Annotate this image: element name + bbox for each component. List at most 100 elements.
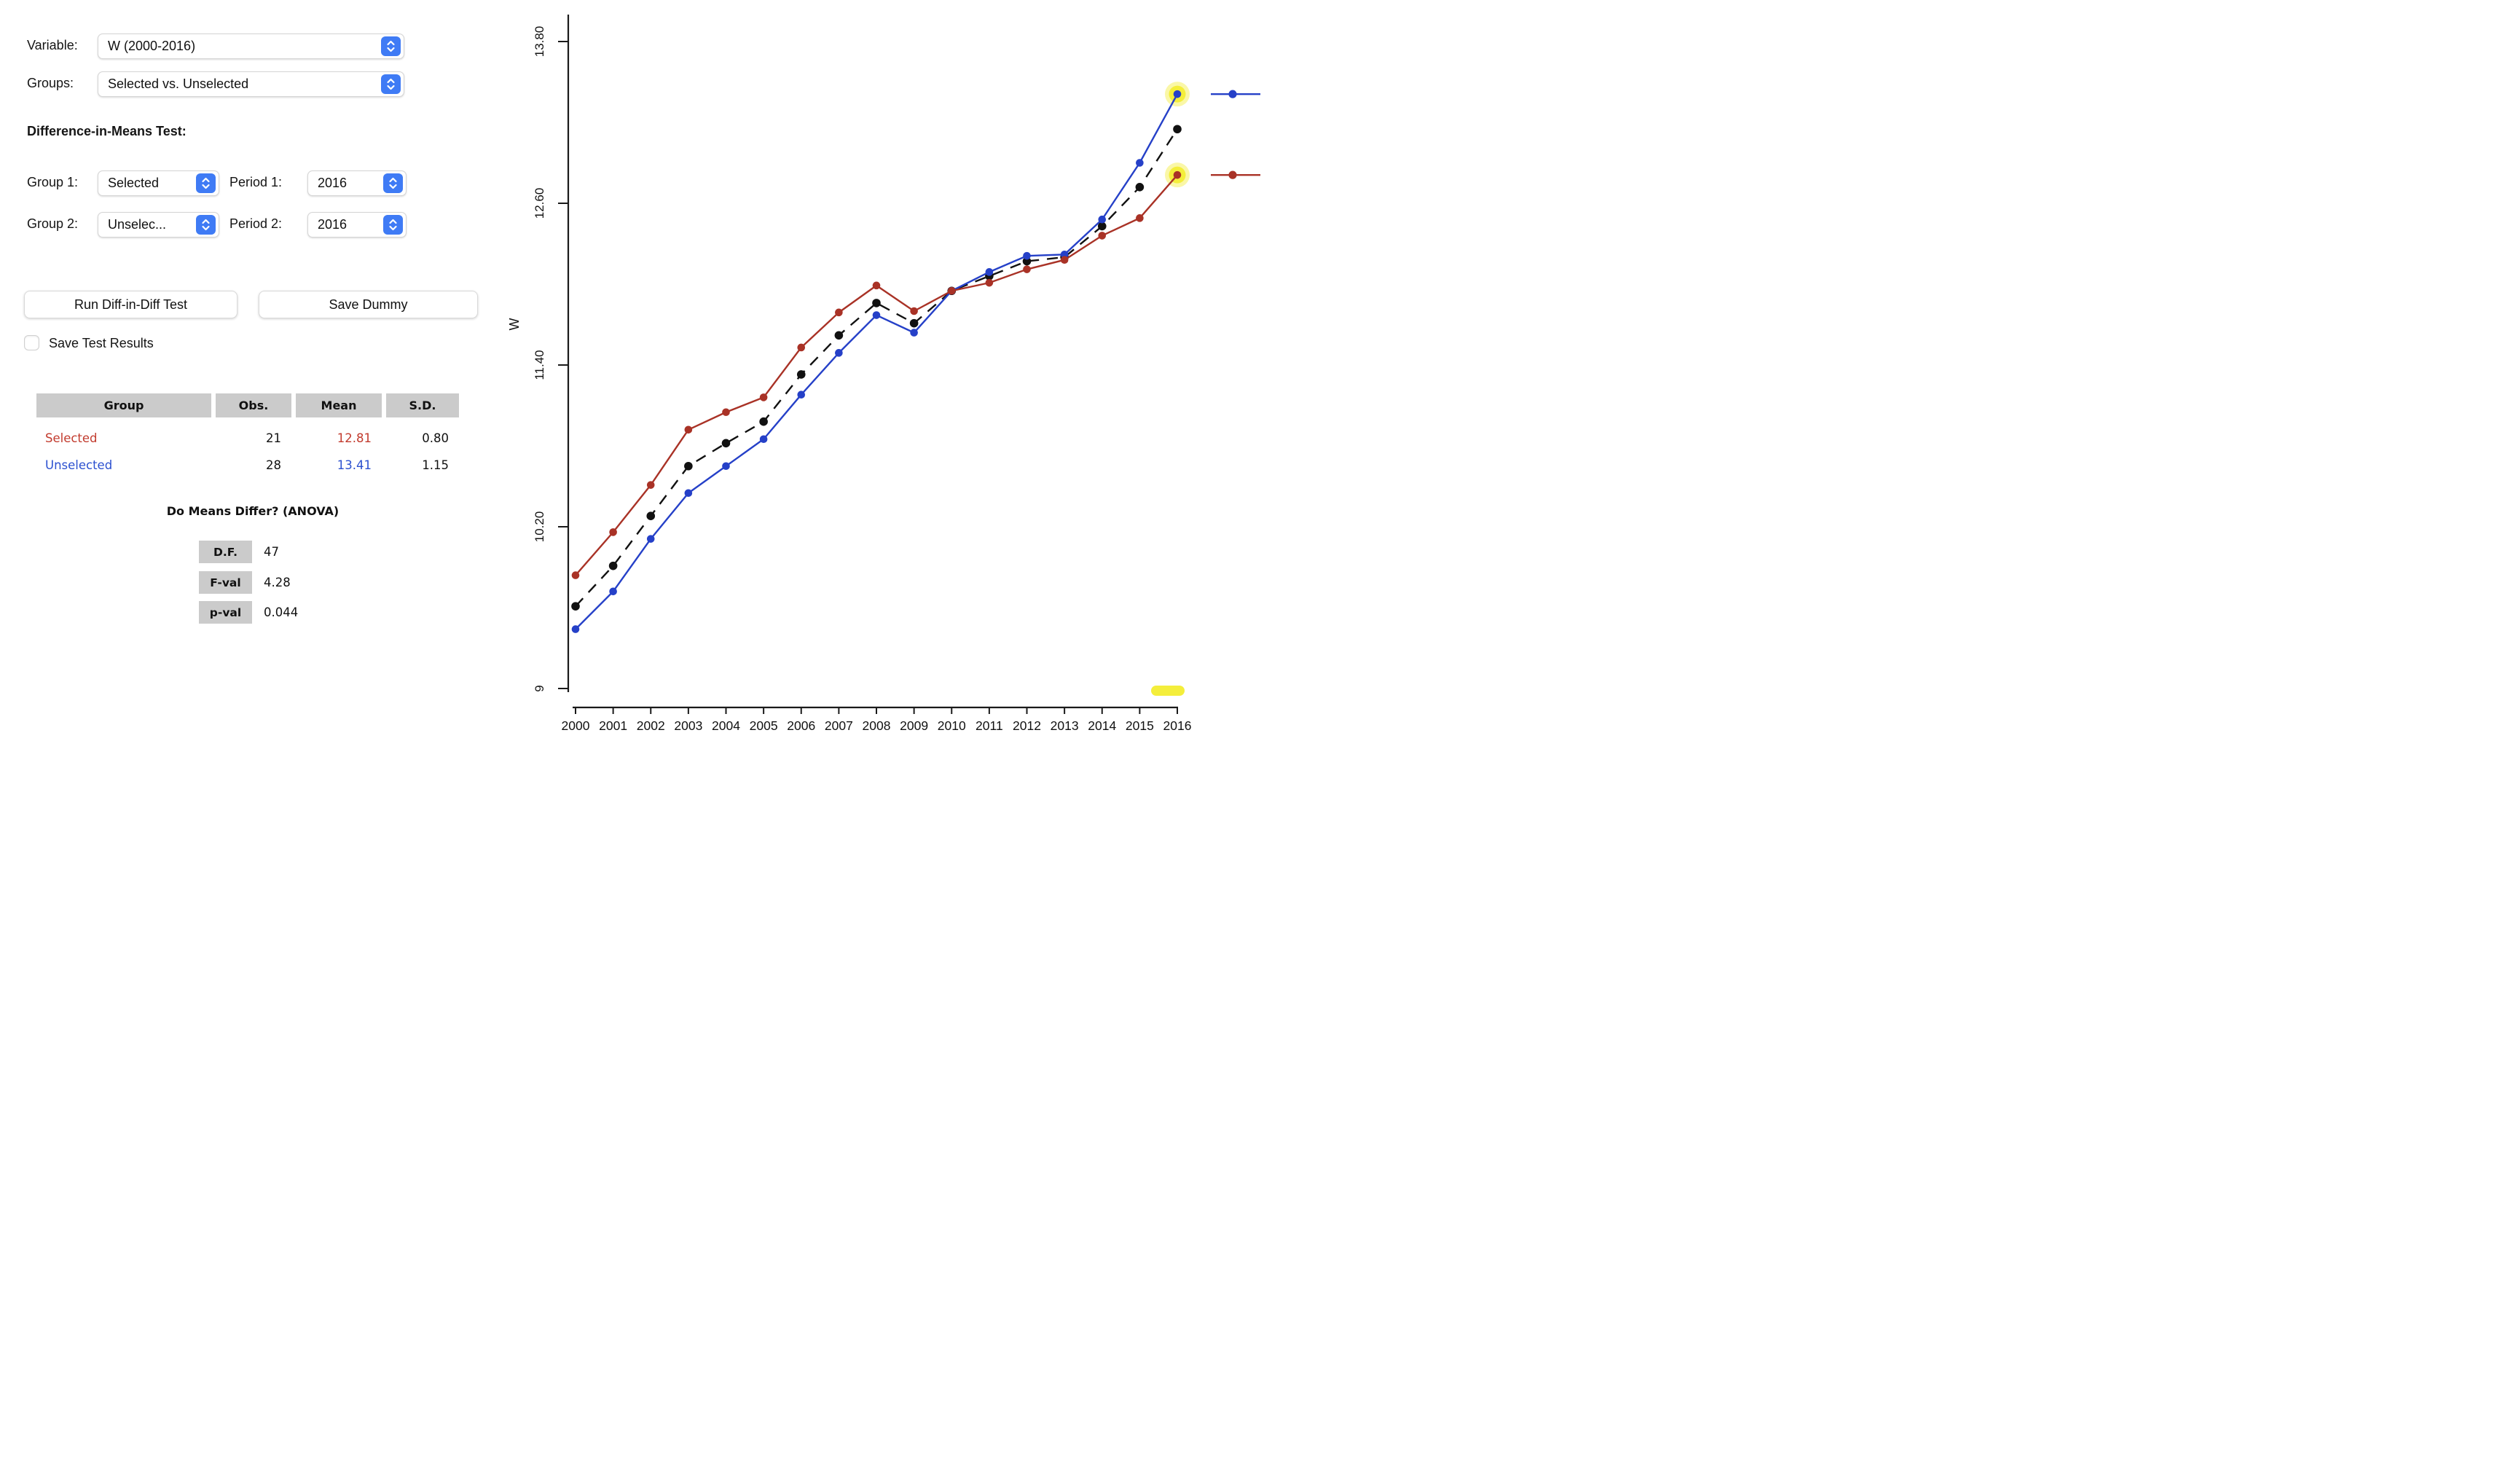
point-Selected-2013[interactable]: [1060, 256, 1069, 264]
point-All (mean)-2009[interactable]: [909, 318, 919, 328]
point-All (mean)-2012[interactable]: [1022, 256, 1032, 266]
col-header-group: Group: [36, 393, 211, 417]
point-Selected-2006[interactable]: [797, 343, 806, 352]
y-tick-label: 13.80: [533, 26, 546, 58]
point-All (mean)-2002[interactable]: [646, 511, 656, 520]
y-tick-label: 9: [533, 685, 546, 691]
point-Selected-2001[interactable]: [609, 528, 617, 536]
point-Selected-2004[interactable]: [722, 408, 730, 417]
x-axis-highlight-bar: [1151, 686, 1185, 696]
chevron-up-down-icon: [381, 74, 401, 94]
point-Selected-2007[interactable]: [835, 308, 843, 317]
period2-select-value: 2016: [318, 217, 348, 232]
chevron-up-down-icon: [383, 215, 403, 235]
groups-select[interactable]: Selected vs. Unselected: [98, 71, 404, 97]
point-Unselected-2001[interactable]: [609, 587, 617, 596]
y-tick-label: 12.60: [533, 188, 546, 219]
point-Selected-2008[interactable]: [872, 281, 881, 290]
point-Unselected-2008[interactable]: [872, 311, 881, 319]
point-Selected-2003[interactable]: [684, 425, 693, 434]
point-Selected-2012[interactable]: [1023, 265, 1031, 273]
point-Selected-2010[interactable]: [947, 286, 956, 295]
point-Selected-2016[interactable]: [1173, 170, 1182, 179]
y-axis-title: W: [507, 318, 522, 331]
point-All (mean)-2007[interactable]: [834, 331, 844, 340]
group2-label: Group 2:: [27, 216, 79, 231]
period1-select-value: 2016: [318, 176, 348, 190]
point-Selected-2002[interactable]: [646, 481, 655, 489]
point-All (mean)-2004[interactable]: [721, 439, 731, 448]
point-All (mean)-2003[interactable]: [684, 461, 693, 471]
row-selected-sd: 0.80: [422, 431, 449, 445]
x-tick-label: 2010: [938, 718, 966, 733]
save-dummy-button[interactable]: Save Dummy: [259, 291, 478, 318]
point-Unselected-2016[interactable]: [1173, 90, 1182, 98]
point-All (mean)-2015[interactable]: [1135, 182, 1145, 192]
series-line: [575, 93, 1179, 630]
anova-fval-value: 4.28: [264, 576, 291, 589]
group1-select[interactable]: Selected: [98, 170, 219, 196]
series-line: [575, 174, 1178, 576]
x-tick-label: 2006: [787, 718, 815, 733]
point-Unselected-2006[interactable]: [797, 391, 806, 399]
app-window: Variable: W (2000-2016) Groups: Selected…: [0, 0, 1260, 740]
save-test-results-label: Save Test Results: [49, 336, 154, 350]
point-Unselected-2007[interactable]: [835, 349, 843, 357]
period2-select[interactable]: 2016: [307, 212, 407, 238]
group2-select[interactable]: Unselec...: [98, 212, 219, 238]
x-tick-label: 2001: [599, 718, 627, 733]
row-selected-mean: 12.81: [337, 431, 372, 445]
point-All (mean)-2000[interactable]: [571, 602, 580, 611]
point-All (mean)-2016[interactable]: [1173, 125, 1182, 134]
point-Unselected-2014[interactable]: [1098, 215, 1107, 224]
point-Selected-2011[interactable]: [985, 278, 994, 287]
row-selected-obs: 21: [266, 431, 281, 445]
point-Selected-2000[interactable]: [571, 571, 580, 579]
point-Unselected-2005[interactable]: [759, 435, 768, 444]
point-Unselected-2015[interactable]: [1136, 159, 1144, 167]
group1-select-value: Selected: [108, 176, 160, 190]
point-Unselected-2004[interactable]: [722, 462, 730, 471]
point-All (mean)-2005[interactable]: [759, 417, 768, 426]
point-Selected-2009[interactable]: [910, 307, 918, 315]
point-All (mean)-2008[interactable]: [872, 299, 881, 307]
col-header-sd: S.D.: [386, 393, 459, 417]
variable-label: Variable:: [27, 38, 78, 52]
point-Unselected-2003[interactable]: [684, 489, 693, 498]
point-All (mean)-2006[interactable]: [796, 370, 806, 379]
point-Unselected-2011[interactable]: [985, 268, 994, 276]
series-all-mean-: [571, 125, 1182, 611]
x-tick-label: 2000: [562, 718, 590, 733]
row-unselected-sd: 1.15: [422, 458, 449, 472]
point-Unselected-2002[interactable]: [646, 535, 655, 543]
y-tick-label: 10.20: [533, 511, 546, 543]
point-Selected-2014[interactable]: [1098, 232, 1107, 240]
point-Selected-2015[interactable]: [1136, 214, 1144, 222]
x-tick-label: 2016: [1163, 718, 1192, 733]
period1-label: Period 1:: [229, 175, 283, 189]
section-title: Difference-in-Means Test:: [27, 124, 187, 138]
chevron-up-down-icon: [383, 173, 403, 193]
series-selected: [571, 170, 1182, 579]
run-diff-in-diff-button[interactable]: Run Diff-in-Diff Test: [24, 291, 238, 318]
point-All (mean)-2001[interactable]: [608, 561, 618, 570]
variable-select[interactable]: W (2000-2016): [98, 34, 404, 59]
point-All (mean)-2014[interactable]: [1097, 221, 1107, 231]
row-unselected-mean: 13.41: [337, 458, 372, 472]
point-Unselected-2009[interactable]: [910, 329, 918, 337]
timeseries-chart[interactable]: 9 10.20 11.40 12.60 13.80 W 2000 2001 2002 2003 20…: [0, 0, 1260, 740]
groups-label: Groups:: [27, 76, 74, 90]
legend-unselected: [1211, 90, 1260, 98]
anova-df-value: 47: [264, 545, 279, 559]
period1-select[interactable]: 2016: [307, 170, 407, 196]
x-tick-label: 2008: [863, 718, 891, 733]
x-tick-label: 2004: [712, 718, 740, 733]
anova-pval-value: 0.044: [264, 605, 299, 619]
point-Unselected-2000[interactable]: [571, 625, 580, 633]
save-test-results-checkbox[interactable]: [24, 335, 39, 350]
point-Unselected-2012[interactable]: [1023, 251, 1031, 260]
point-Selected-2005[interactable]: [759, 393, 768, 401]
point-Unselected-2013[interactable]: [1060, 251, 1069, 259]
legend-marker-dot: [1228, 90, 1237, 98]
legend-selected: [1211, 170, 1260, 179]
